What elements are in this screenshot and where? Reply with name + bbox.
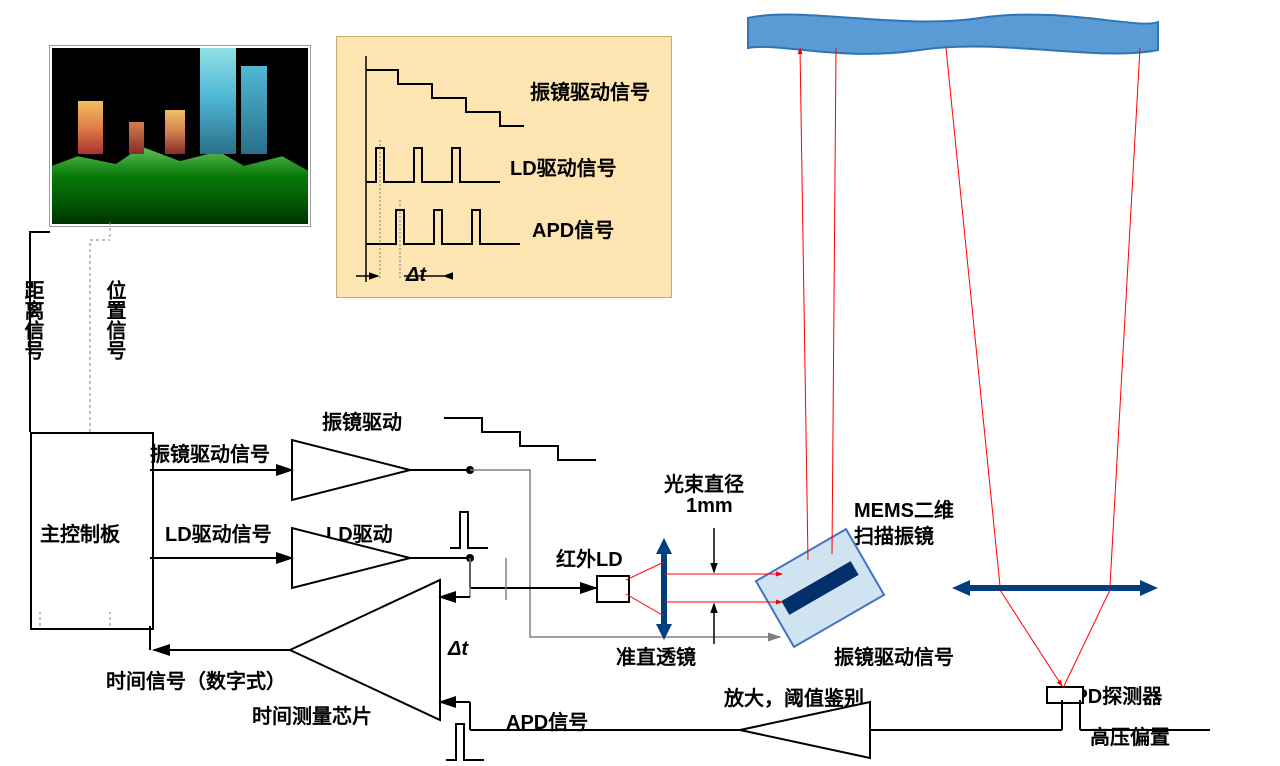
panel-dt-label: Δt	[406, 264, 426, 287]
collimating-lens-label: 准直透镜	[616, 641, 696, 670]
position-signal-label: 位置信号	[100, 280, 129, 360]
target-band	[748, 15, 1158, 54]
beam-diameter-label: 光束直径	[664, 468, 744, 497]
controller-label: 主控制板	[40, 518, 120, 547]
mems-mirror-label-2: 扫描振镜	[854, 520, 934, 549]
mirror-drive-signal-label-2: 振镜驱动信号	[834, 641, 954, 670]
mirror-drive-signal-label: 振镜驱动信号	[150, 438, 270, 467]
amplify-label: 放大，阈值鉴别	[724, 682, 864, 711]
mems-mirror-label-1: MEMS二维	[854, 494, 954, 523]
ld-box	[596, 575, 630, 603]
ld-drive-signal-label: LD驱动信号	[165, 518, 272, 547]
ld-drive-label: LD驱动	[326, 518, 393, 547]
hv-bias-label: 高压偏置	[1090, 721, 1170, 750]
time-signal-label: 时间信号（数字式）	[106, 665, 286, 694]
ir-ld-label: 红外LD	[556, 543, 623, 572]
panel-mirror-label: 振镜驱动信号	[530, 76, 650, 105]
distance-signal-label: 距离信号	[18, 280, 47, 360]
beam-size-label: 1mm	[686, 495, 733, 518]
mirror-drive-amp	[292, 440, 410, 500]
time-chip-label: 时间测量芯片	[252, 700, 372, 729]
pointcloud-image	[50, 46, 310, 226]
panel-apd-label: APD信号	[532, 214, 614, 243]
time-chip-triangle	[290, 580, 440, 720]
apd-box	[1046, 686, 1084, 704]
panel-ld-label: LD驱动信号	[510, 152, 617, 181]
mirror-drive-label: 振镜驱动	[322, 406, 402, 435]
delta-t-label: Δt	[448, 638, 468, 661]
apd-signal-label: APD信号	[506, 706, 588, 735]
